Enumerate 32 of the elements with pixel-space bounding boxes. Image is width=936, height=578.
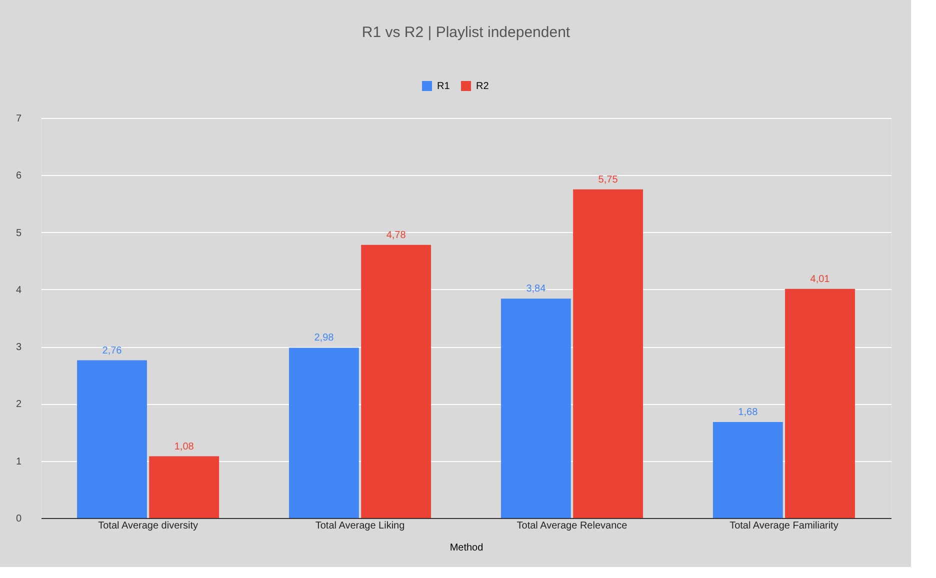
y-tick-label: 2	[16, 399, 22, 410]
data-label: 4,01	[810, 274, 830, 285]
bar	[361, 244, 432, 518]
y-tick-label: 4	[16, 284, 22, 296]
x-tick-label: Total Average Liking	[315, 520, 405, 532]
bar	[712, 422, 783, 518]
data-label: 1,68	[738, 407, 758, 418]
chart-title: R1 vs R2 | Playlist independent	[362, 24, 571, 41]
data-label: 3,84	[526, 284, 546, 295]
y-tick-label: 3	[16, 342, 22, 354]
data-label: 1,08	[174, 441, 194, 452]
bar	[500, 298, 571, 518]
bar	[785, 288, 855, 518]
bar	[149, 456, 220, 518]
x-axis-title: Method	[450, 542, 484, 554]
legend-label: R2	[476, 81, 490, 92]
x-tick-label: Total Average Relevance	[516, 520, 628, 532]
y-tick-label: 7	[16, 114, 22, 124]
x-tick-label: Total Average diversity	[98, 520, 198, 532]
bar	[289, 348, 359, 518]
bar	[573, 189, 643, 518]
y-tick-label: 1	[16, 456, 22, 468]
legend-label: R1	[437, 81, 450, 92]
y-tick-label: 6	[16, 170, 22, 182]
y-tick-label: 0	[16, 514, 22, 524]
y-tick-label: 5	[16, 228, 22, 239]
x-tick-label: Total Average Familiarity	[730, 520, 838, 532]
data-label: 5,75	[598, 174, 618, 186]
bar	[77, 360, 147, 518]
data-label: 2,98	[314, 332, 334, 344]
data-label: 4,78	[386, 230, 406, 241]
data-label: 2,76	[102, 345, 122, 356]
